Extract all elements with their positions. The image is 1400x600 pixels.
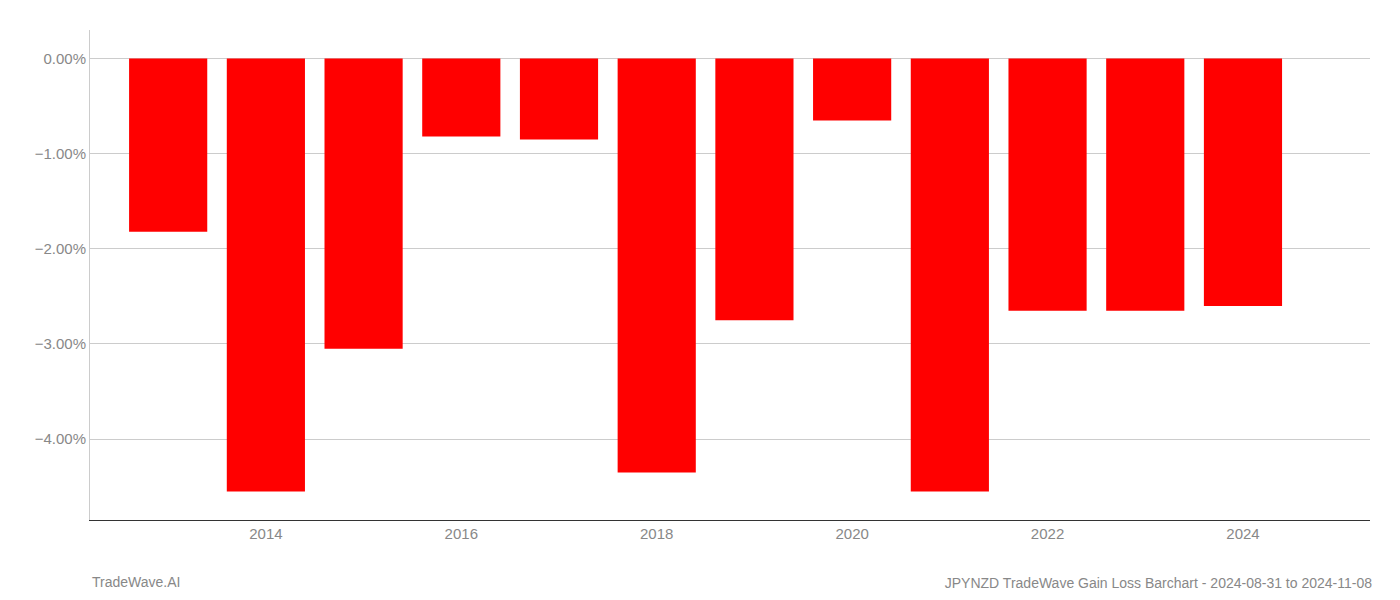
svg-text:−4.00%: −4.00% bbox=[35, 430, 86, 447]
svg-text:−3.00%: −3.00% bbox=[35, 335, 86, 352]
svg-text:JPYNZD TradeWave Gain Loss Bar: JPYNZD TradeWave Gain Loss Barchart - 20… bbox=[945, 575, 1372, 591]
svg-text:−1.00%: −1.00% bbox=[35, 145, 86, 162]
svg-text:2016: 2016 bbox=[445, 525, 478, 542]
svg-text:TradeWave.AI: TradeWave.AI bbox=[92, 574, 180, 590]
svg-text:2018: 2018 bbox=[640, 525, 673, 542]
svg-text:−2.00%: −2.00% bbox=[35, 240, 86, 257]
svg-text:2020: 2020 bbox=[835, 525, 868, 542]
svg-text:2022: 2022 bbox=[1031, 525, 1064, 542]
svg-text:2014: 2014 bbox=[249, 525, 282, 542]
svg-text:0.00%: 0.00% bbox=[43, 50, 86, 67]
svg-text:2024: 2024 bbox=[1226, 525, 1259, 542]
